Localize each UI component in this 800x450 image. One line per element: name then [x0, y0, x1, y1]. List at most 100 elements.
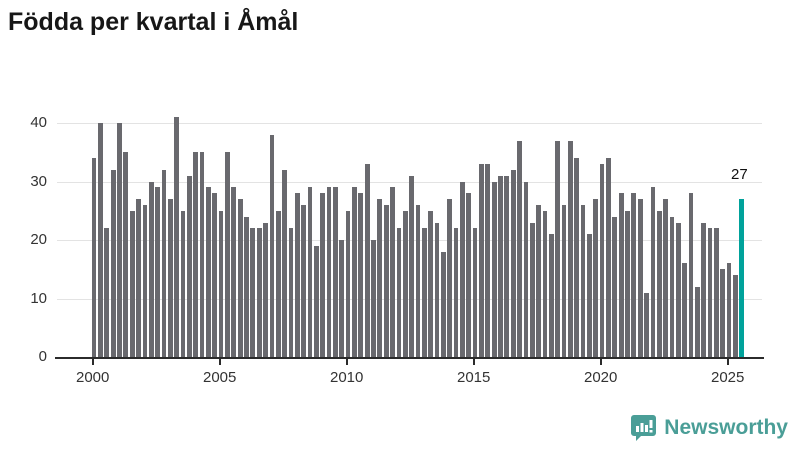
bar [631, 193, 637, 357]
gridline-y40 [57, 123, 762, 124]
bar [91, 158, 97, 357]
bar [352, 187, 357, 357]
chart-title: Födda per kvartal i Åmål [8, 8, 299, 36]
bar [345, 210, 351, 358]
bar [694, 286, 700, 357]
bar [117, 123, 122, 357]
y-axis-tick-label: 40 [30, 114, 47, 131]
bar [656, 210, 662, 358]
bar [523, 181, 529, 357]
bar [320, 193, 326, 357]
bar [561, 204, 567, 357]
bar [123, 152, 129, 358]
bar [307, 187, 313, 357]
bar [250, 228, 256, 357]
bar [269, 134, 275, 357]
bar [587, 234, 592, 357]
bar [637, 199, 643, 357]
x-axis-tick-label: 2015 [457, 369, 491, 386]
bar [193, 152, 199, 358]
bar [460, 181, 465, 357]
bar [421, 228, 427, 357]
bar [542, 210, 548, 358]
brand-name: Newsworthy [664, 415, 788, 439]
x-axis-line [55, 357, 764, 359]
bar [453, 228, 459, 357]
bar [402, 210, 408, 358]
x-axis-tick [599, 359, 602, 365]
highlight-value-label: 27 [731, 166, 748, 183]
bar [371, 240, 376, 357]
bar [409, 175, 414, 357]
bar [440, 251, 446, 357]
bar [237, 199, 243, 357]
bar [104, 228, 110, 357]
x-axis-tick [91, 359, 94, 365]
bar [733, 275, 738, 357]
bar [701, 222, 707, 357]
bar [517, 140, 522, 357]
bar [682, 263, 688, 357]
bar [650, 187, 656, 357]
bar [155, 187, 160, 357]
x-axis-tick [345, 359, 348, 365]
y-axis-tick-label: 20 [30, 231, 47, 248]
bar [199, 152, 205, 358]
bar [466, 193, 472, 357]
bar [472, 228, 478, 357]
bar [574, 158, 580, 357]
bar [282, 169, 287, 357]
bar [580, 204, 586, 357]
bar [186, 175, 192, 357]
bar [364, 164, 370, 357]
bar [313, 245, 319, 357]
bar [288, 228, 294, 357]
y-axis-tick-label: 0 [38, 348, 47, 365]
bar [529, 222, 535, 357]
bar [167, 199, 173, 357]
bar [142, 204, 148, 357]
bar [415, 204, 421, 357]
bar [212, 193, 218, 357]
x-axis-tick-label: 2010 [330, 369, 364, 386]
bar [663, 199, 668, 357]
bar [294, 193, 300, 357]
bar-chart-pin-icon [630, 414, 657, 441]
bar [644, 292, 649, 357]
bar [567, 140, 573, 357]
bar [447, 199, 453, 357]
x-axis-tick-label: 2000 [76, 369, 110, 386]
bar [434, 222, 440, 357]
bar [180, 210, 186, 358]
bar [333, 187, 338, 357]
bar [593, 199, 599, 357]
bar [256, 228, 262, 357]
bar [675, 222, 681, 357]
bar [599, 164, 605, 357]
x-axis-tick-label: 2005 [203, 369, 237, 386]
y-axis-tick-label: 30 [30, 172, 47, 190]
bar [358, 193, 364, 357]
bar [396, 228, 402, 357]
bar [491, 181, 497, 357]
bar [498, 175, 503, 357]
bar [625, 210, 630, 358]
bar [206, 187, 211, 357]
bar [231, 187, 237, 357]
bar [98, 123, 103, 357]
bar [726, 263, 732, 357]
bar [548, 234, 554, 357]
bar [301, 204, 307, 357]
bar [244, 216, 249, 357]
bar [174, 117, 180, 357]
bar [618, 193, 624, 357]
bar [720, 269, 726, 358]
bar [263, 222, 268, 357]
newsworthy-logo: Newsworthy [630, 414, 788, 441]
bar [555, 140, 561, 357]
y-axis-tick-label: 10 [30, 289, 47, 307]
bar [148, 181, 154, 357]
bar [428, 210, 434, 358]
bar [129, 210, 135, 358]
